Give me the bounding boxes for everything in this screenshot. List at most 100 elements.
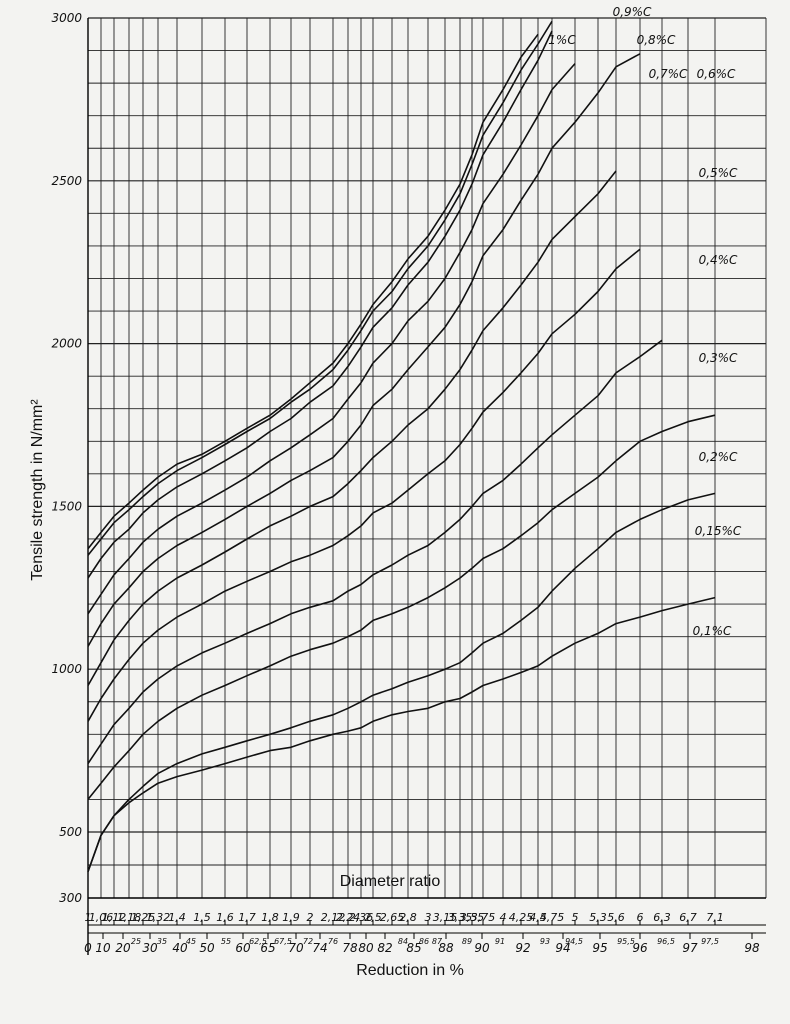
diameter-ratio-tick-label: 1,6 [216, 911, 234, 924]
x-tick-labels: 11,061,121,181,251,321,4 1,5 1,6 1,7 1,8 1,9 2… [84, 911, 760, 955]
diameter-ratio-tick-label: 6,7 [679, 911, 697, 924]
grid [87, 17, 767, 898]
y-tick-label: 500 [59, 825, 82, 839]
diameter-ratio-tick-label: 6,3 [653, 911, 671, 924]
diameter-ratio-tick-label: 1,12 [102, 911, 127, 924]
series-label: 0,9%C [613, 5, 652, 19]
reduction-tick-label: 97 [682, 941, 698, 955]
reduction-tick-label: 50 [199, 941, 215, 955]
diameter-ratio-tick-label: 1,8 [261, 911, 279, 924]
diameter-ratio-tick-label: 5,6 [607, 911, 625, 924]
reduction-tick-label-small: 25 [131, 937, 141, 946]
reduction-tick-label-small: 97,5 [701, 937, 719, 946]
reduction-tick-label-small: 67,5 [274, 937, 292, 946]
reduction-tick-label-small: 72 [303, 937, 313, 946]
series-line [87, 63, 576, 615]
reduction-tick-label-small: 91 [495, 937, 505, 946]
series-label: 0,5%C [699, 166, 738, 180]
diameter-ratio-tick-label: 1,25 [131, 911, 156, 924]
y-tick-label: 1500 [51, 499, 82, 513]
diameter-ratio-tick-label: 3,35 [448, 911, 473, 924]
y-tick-label: 3000 [51, 11, 82, 25]
diameter-ratio-tick-label: 3 [425, 911, 432, 924]
diameter-ratio-tick-label: 1,7 [238, 911, 256, 924]
reduction-tick-label: 92 [515, 941, 530, 955]
series-line [87, 248, 641, 722]
x-axis-title-top: Diameter ratio [340, 873, 441, 890]
diameter-ratio-tick-label: 2,65 [380, 911, 405, 924]
reduction-tick-label: 78 [342, 941, 358, 955]
series-line [87, 492, 716, 872]
reduction-tick-label: 20 [115, 941, 131, 955]
reduction-tick-label-small: 76 [328, 937, 338, 946]
series-line [87, 339, 663, 765]
reduction-tick-label: 65 [260, 941, 275, 955]
reduction-tick-label: 70 [288, 941, 304, 955]
reduction-tick-label-small: 35 [157, 937, 167, 946]
diameter-ratio-tick-label: 3,75 [471, 911, 496, 924]
reduction-tick-label: 74 [312, 941, 327, 955]
diameter-ratio-tick-label: 7,1 [706, 911, 724, 924]
series-label: 0,8%C [637, 33, 676, 47]
reduction-tick-label: 60 [235, 941, 251, 955]
axes [87, 18, 766, 955]
reduction-tick-label-small: 62,5 [249, 937, 267, 946]
reduction-tick-label: 10 [95, 941, 111, 955]
reduction-tick-label: 82 [377, 941, 392, 955]
series-label: 0,3%C [699, 351, 738, 365]
diameter-ratio-tick-label: 2 [307, 911, 314, 924]
diameter-ratio-tick-label: 1 [85, 911, 92, 924]
series-label: 0,15%C [695, 524, 742, 538]
y-tick-label: 1000 [51, 662, 82, 676]
diameter-ratio-tick-label: 5,3 [589, 911, 607, 924]
series-line [87, 20, 553, 556]
diameter-ratio-tick-label: 3,15 [433, 911, 458, 924]
series-line [87, 596, 716, 872]
diameter-ratio-tick-label: 1,4 [168, 911, 186, 924]
x-axis-title-bottom: Reduction in % [356, 962, 464, 979]
reduction-tick-label-small: 87 [432, 937, 443, 946]
reduction-tick-label-small: 93 [540, 937, 550, 946]
reduction-tick-label: 90 [474, 941, 490, 955]
reduction-tick-label: 80 [358, 941, 374, 955]
reduction-tick-label: 88 [438, 941, 454, 955]
diameter-ratio-tick-label: 2,24 [336, 911, 361, 924]
series-label: 1%C [548, 33, 576, 47]
series-label: 0,4%C [699, 253, 738, 267]
reduction-tick-label-small: 86 [419, 937, 429, 946]
diameter-ratio-tick-label: 4,75 [540, 911, 565, 924]
series-line [87, 30, 553, 579]
diameter-ratio-tick-label: 1,9 [282, 911, 300, 924]
series-line [87, 170, 617, 686]
series-label: 0,6%C [697, 67, 736, 81]
reduction-tick-label-small: 95,5 [617, 937, 635, 946]
diameter-ratio-tick-label: 4 [500, 911, 507, 924]
reduction-tick-label-small: 94,5 [565, 937, 583, 946]
reduction-tick-label: 95 [592, 941, 607, 955]
series-line [87, 414, 716, 800]
y-tick-labels: 300 500 1000 1500 2000 2500 3000 [51, 11, 82, 905]
reduction-tick-label-small: 89 [462, 937, 472, 946]
series-labels: 1%C 0,9%C 0,8%C 0,7%C 0,6%C 0,5%C 0,4%C 0,3%C 0,… [548, 5, 742, 638]
reduction-tick-label-small: 45 [186, 937, 196, 946]
diameter-ratio-tick-label: 2,5 [364, 911, 382, 924]
diameter-ratio-tick-label: 3,55 [460, 911, 485, 924]
series-label: 0,2%C [699, 450, 738, 464]
reduction-tick-label: 40 [172, 941, 188, 955]
diameter-ratio-tick-label: 1,32 [146, 911, 171, 924]
diameter-ratio-tick-label: 1,06 [89, 911, 114, 924]
reduction-tick-label: 98 [744, 941, 760, 955]
y-tick-label: 2500 [51, 174, 82, 188]
diameter-ratio-tick-label: 6 [637, 911, 644, 924]
series-label: 0,1%C [693, 624, 732, 638]
diameter-ratio-tick-label: 2,36 [349, 911, 374, 924]
reduction-tick-label-small: 96,5 [657, 937, 675, 946]
diameter-ratio-tick-label: 2,8 [399, 911, 417, 924]
diameter-ratio-tick-label: 1,18 [117, 911, 142, 924]
diameter-ratio-tick-label: 4,5 [529, 911, 547, 924]
y-tick-label: 2000 [51, 337, 82, 351]
reduction-tick-label: 85 [406, 941, 421, 955]
series-line [87, 33, 539, 550]
y-axis-title: Tensile strength in N/mm² [29, 399, 46, 581]
